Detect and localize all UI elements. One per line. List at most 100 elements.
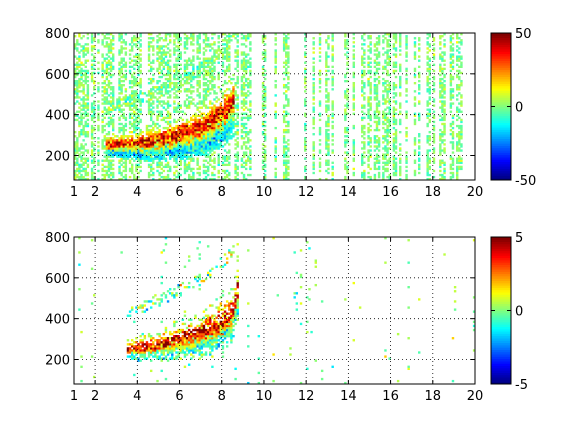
heatmap-cell — [331, 47, 334, 50]
heatmap-cell — [76, 145, 79, 148]
heatmap-cell — [107, 143, 111, 146]
heatmap-cell — [173, 120, 176, 124]
heatmap-cell — [392, 108, 396, 111]
heatmap-cell — [198, 110, 201, 113]
heatmap-cell — [74, 141, 77, 144]
heatmap-cell — [240, 84, 244, 87]
heatmap-cell — [152, 53, 155, 56]
heatmap-cell — [204, 94, 208, 97]
heatmap-cell — [177, 175, 180, 179]
heatmap-cell — [394, 65, 398, 69]
heatmap-cell — [213, 173, 216, 177]
heatmap-cell — [211, 110, 214, 113]
heatmap-cell — [443, 102, 446, 105]
heatmap-cell — [363, 175, 366, 179]
heatmap-cell — [196, 139, 199, 142]
heatmap-cell — [287, 98, 290, 101]
heatmap-cell — [194, 122, 197, 126]
heatmap-cell — [211, 79, 214, 83]
heatmap-cell — [274, 84, 277, 87]
heatmap-cell — [418, 100, 421, 103]
heatmap-cell — [375, 155, 379, 158]
heatmap-cell — [137, 114, 140, 118]
heatmap-cell — [204, 137, 208, 140]
heatmap-cell — [344, 92, 347, 95]
heatmap-cell — [285, 114, 288, 118]
heatmap-cell — [441, 139, 444, 142]
heatmap-cell — [223, 71, 227, 75]
heatmap-cell — [109, 63, 113, 66]
heatmap-cell — [386, 131, 389, 134]
heatmap-cell — [369, 124, 372, 128]
heatmap-cell — [375, 41, 379, 44]
heatmap-cell — [386, 94, 389, 97]
heatmap-cell — [126, 157, 130, 160]
heatmap-cell — [103, 71, 106, 75]
heatmap-cell — [164, 147, 168, 150]
heatmap-cell — [217, 133, 220, 136]
heatmap-cell — [232, 118, 235, 122]
heatmap-cell — [152, 159, 155, 162]
heatmap-cell — [327, 94, 330, 97]
heatmap-cell — [192, 33, 195, 36]
heatmap-cell — [76, 47, 79, 50]
heatmap-cell — [460, 167, 463, 171]
heatmap-cell — [114, 143, 117, 146]
heatmap-cell — [460, 149, 463, 152]
heatmap-cell — [103, 165, 106, 169]
heatmap-cell — [211, 120, 214, 124]
heatmap-cell — [147, 149, 151, 152]
heatmap-cell — [175, 57, 178, 60]
heatmap-cell — [162, 126, 166, 130]
heatmap-cell — [285, 155, 288, 158]
heatmap-cell — [200, 126, 204, 130]
heatmap-cell — [399, 169, 402, 173]
heatmap-cell — [76, 141, 79, 144]
heatmap-cell — [213, 141, 216, 144]
heatmap-cell — [120, 33, 123, 36]
y-tick-label: 800 — [45, 27, 70, 42]
heatmap-cell — [331, 161, 334, 164]
heatmap-cell — [101, 128, 104, 132]
heatmap-cell — [109, 47, 113, 50]
heatmap-cell — [74, 135, 77, 138]
heatmap-cell — [373, 161, 377, 164]
heatmap-cell — [116, 143, 119, 146]
heatmap-cell — [230, 118, 233, 122]
heatmap-cell — [282, 41, 286, 44]
heatmap-cell — [392, 100, 396, 103]
heatmap-cell — [261, 165, 265, 169]
heatmap-cell — [147, 59, 151, 62]
heatmap-cell — [84, 131, 87, 134]
heatmap-cell — [200, 71, 204, 75]
heatmap-cell — [164, 45, 168, 48]
heatmap-cell — [219, 139, 223, 142]
heatmap-cell — [192, 65, 195, 69]
heatmap-cell — [449, 128, 453, 132]
heatmap-cell — [449, 157, 453, 160]
heatmap-cell — [449, 98, 453, 101]
heatmap-cell — [405, 112, 408, 115]
heatmap-cell — [101, 120, 104, 124]
heatmap-cell — [432, 135, 436, 138]
heatmap-cell — [441, 67, 444, 71]
heatmap-cell — [86, 165, 90, 169]
heatmap-cell — [282, 84, 286, 87]
heatmap-cell — [428, 135, 431, 138]
heatmap-cell — [130, 131, 134, 134]
heatmap-cell — [152, 133, 155, 136]
heatmap-cell — [164, 116, 168, 120]
heatmap-cell — [133, 63, 136, 66]
heatmap-cell — [392, 63, 396, 66]
heatmap-cell — [179, 84, 182, 87]
heatmap-cell — [394, 141, 398, 144]
heatmap-cell — [177, 171, 180, 175]
heatmap-cell — [386, 175, 389, 179]
heatmap-cell — [133, 37, 136, 40]
heatmap-cell — [135, 100, 138, 103]
heatmap-cell — [202, 77, 206, 81]
heatmap-cell — [78, 35, 81, 38]
heatmap-cell — [382, 84, 385, 87]
heatmap-cell — [192, 59, 195, 62]
heatmap-cell — [190, 100, 193, 103]
